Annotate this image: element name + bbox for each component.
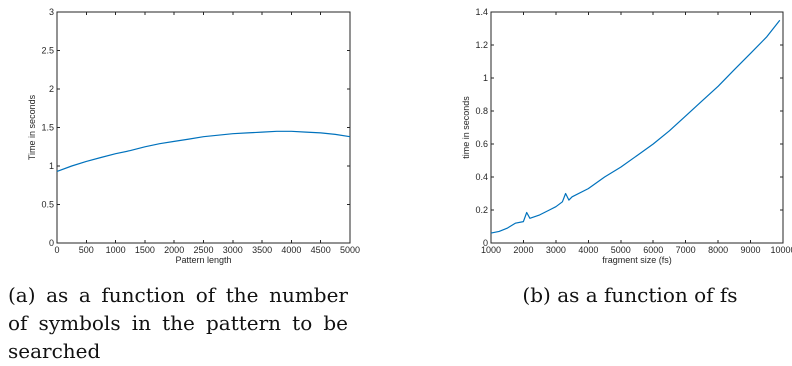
chart-a-y-axis-title: Time in seconds xyxy=(27,94,37,160)
chart-b-x-tick-label: 1000 xyxy=(481,245,501,255)
chart-a-y-tick-label: 1 xyxy=(49,161,54,171)
chart-b-x-tick-label: 8000 xyxy=(708,245,728,255)
chart-a-x-tick-label: 2000 xyxy=(164,245,184,255)
chart-a-y-tick-label: 2 xyxy=(49,84,54,94)
chart-b-x-tick-label: 3000 xyxy=(546,245,566,255)
chart-a-x-tick-label: 1000 xyxy=(106,245,126,255)
chart-a-y-tick-label: 0.5 xyxy=(41,200,54,210)
chart-b-time-vs-fragment-size: 1000 2000 3000 4000 5000 6000 7000 8000 9000 1000… xyxy=(461,7,792,265)
chart-a-x-axis-title: Pattern length xyxy=(175,255,231,265)
caption-a: (a) as a function of the number of symbo… xyxy=(8,283,348,363)
chart-b-x-tick-label: 5000 xyxy=(611,245,631,255)
chart-a-time-vs-pattern-length: 0 500 1000 1500 2000 2500 3000 3500 4000 4500 5000… xyxy=(27,7,360,265)
chart-b-x-tick-label: 4000 xyxy=(578,245,598,255)
chart-a-axes-box xyxy=(56,11,351,244)
chart-b-x-tick-label: 2000 xyxy=(513,245,533,255)
chart-a-y-tick-label: 3 xyxy=(49,7,54,17)
chart-a-x-tick-label: 2500 xyxy=(193,245,213,255)
chart-a-y-tick-label: 0 xyxy=(49,238,54,248)
chart-a-series-line xyxy=(56,130,351,172)
chart-b-y-tick-label: 1.2 xyxy=(475,40,488,50)
chart-b-y-axis-title: time in seconds xyxy=(461,96,471,159)
chart-b-x-axis-title: fragment size (fs) xyxy=(602,255,672,265)
chart-b-y-tick-label: 1 xyxy=(483,73,488,83)
chart-a-x-tick-label: 3500 xyxy=(252,245,272,255)
chart-b-y-tick-label: 0.2 xyxy=(475,205,488,215)
chart-a-x-tick-label: 4000 xyxy=(281,245,301,255)
chart-b-y-tick-label: 0.8 xyxy=(475,106,488,116)
chart-a-y-tick-label: 2.5 xyxy=(41,46,54,56)
chart-a-x-tick-label: 0 xyxy=(54,245,59,255)
chart-a-x-tick-label: 4500 xyxy=(311,245,331,255)
chart-b-axes-box xyxy=(490,11,784,244)
chart-b-x-tick-label: 6000 xyxy=(643,245,663,255)
chart-b-series-line xyxy=(490,19,781,234)
chart-b-y-tick-label: 0.4 xyxy=(475,172,488,182)
chart-b-x-tick-label: 7000 xyxy=(676,245,696,255)
chart-a-x-tick-label: 5000 xyxy=(340,245,360,255)
chart-b-y-tick-label: 1.4 xyxy=(475,7,488,17)
chart-b-y-tick-label: 0.6 xyxy=(475,139,488,149)
chart-a-y-tick-label: 1.5 xyxy=(41,123,54,133)
chart-a-x-tick-label: 3000 xyxy=(223,245,243,255)
chart-a-x-tick-label: 500 xyxy=(79,245,94,255)
chart-b-x-tick-label: 9000 xyxy=(741,245,761,255)
chart-a-x-tick-label: 1500 xyxy=(135,245,155,255)
caption-b: (b) as a function of fs xyxy=(522,283,738,307)
chart-b-y-tick-label: 0 xyxy=(483,238,488,248)
